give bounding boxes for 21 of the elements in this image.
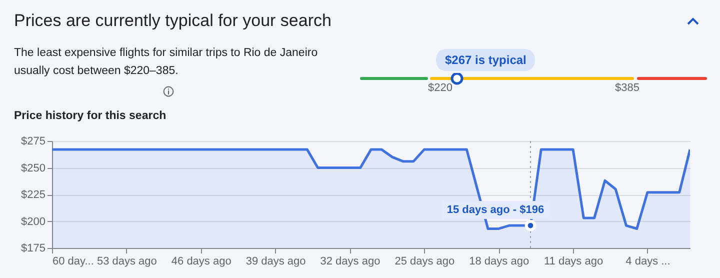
x-tick-label: 60 day... [52,256,94,268]
y-tick-label: $225 [21,189,46,201]
text: $385 [615,82,640,94]
x-tick-label: 11 days ago [544,256,604,268]
chart-title: Prices are currently typical for your search [14,11,332,31]
annotation: 15 days ago - $196 [440,200,550,219]
text: $267 is typical [436,49,536,71]
y-tick-label: $275 [21,136,46,148]
x-tick-label: 39 days ago [246,256,306,268]
text: $220 [428,82,452,94]
x-tick-label: 32 days ago [320,256,380,268]
y-tick-label: $200 [21,216,46,228]
x-tick-label: 18 days ago [469,256,530,268]
x-tick-label: 46 days ago [171,256,232,268]
y-tick-label: $175 [21,242,46,254]
y-tick-label: $250 [21,162,46,174]
text: The least expensive flights for similar trips to Rio de Janeiro usually cost between $220–385. [14,46,319,79]
x-tick-label: 4 days ... [626,256,670,268]
x-tick-label: 53 days ago [96,256,157,268]
x-tick-label: 25 days ago [394,256,455,268]
chart-subtitle: Price history for this search [14,110,166,122]
